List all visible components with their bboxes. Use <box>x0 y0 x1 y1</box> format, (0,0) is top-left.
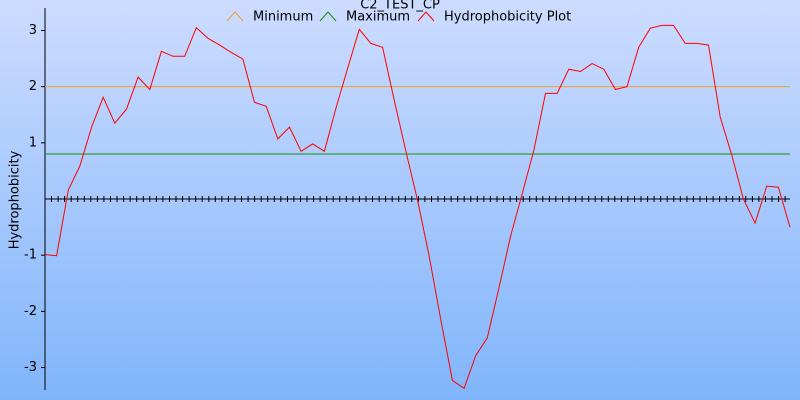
legend-icon <box>226 11 244 22</box>
chart-title: C2_TEST_CP <box>360 0 440 13</box>
y-tick-label: 2 <box>29 79 37 94</box>
legend-icon <box>417 11 435 22</box>
legend-label: Minimum <box>253 10 313 25</box>
y-tick-label: 1 <box>29 135 37 150</box>
legend-label: Maximum <box>346 10 410 25</box>
data-line <box>44 24 791 390</box>
y-tick-label: -1 <box>24 248 37 263</box>
y-tick-label: 3 <box>29 23 37 38</box>
legend-label: Hydrophobicity Plot <box>444 10 571 25</box>
y-axis-label: Hydrophobicity <box>8 150 23 249</box>
y-tick-label: -2 <box>24 304 37 319</box>
legend-icon <box>319 11 337 22</box>
x-axis-ticks <box>44 196 786 202</box>
y-tick-label: -3 <box>24 360 37 375</box>
